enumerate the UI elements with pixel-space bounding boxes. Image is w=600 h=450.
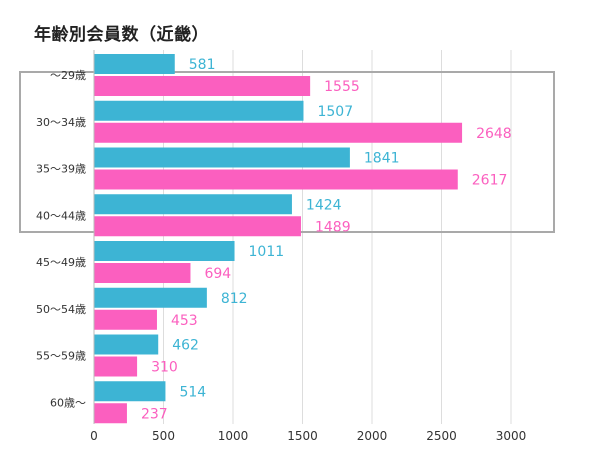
- x-tick-label: 2000: [357, 429, 388, 443]
- bar: [94, 334, 159, 355]
- data-label: 1489: [315, 219, 351, 235]
- data-label: 514: [179, 384, 206, 400]
- y-tick-label: 45〜49歳: [36, 256, 86, 269]
- bar: [94, 287, 207, 308]
- y-tick-label: 60歳〜: [50, 396, 86, 409]
- bar: [94, 263, 191, 283]
- y-tick-label: 35〜39歳: [36, 163, 86, 176]
- bar: [94, 122, 463, 143]
- x-tick-label: 3000: [496, 429, 527, 443]
- data-label: 694: [204, 266, 231, 282]
- y-tick-label: 30〜34歳: [36, 116, 86, 129]
- data-label: 2617: [472, 173, 508, 189]
- data-label: 1555: [324, 79, 360, 95]
- bar: [94, 356, 138, 377]
- data-label: 1011: [249, 244, 285, 260]
- bar: [94, 194, 292, 215]
- x-tick-label: 500: [152, 429, 175, 443]
- data-label: 1424: [306, 197, 342, 213]
- x-tick-label: 2500: [426, 429, 457, 443]
- bar: [94, 54, 175, 74]
- bar: [94, 100, 304, 121]
- bar: [94, 241, 235, 261]
- data-label: 462: [172, 338, 199, 354]
- x-tick-label: 0: [90, 429, 98, 443]
- bar: [94, 147, 350, 168]
- data-label: 453: [171, 313, 198, 329]
- y-tick-label: 40〜44歳: [36, 209, 86, 222]
- bar: [94, 381, 166, 402]
- bar: [94, 309, 157, 330]
- data-label: 310: [151, 360, 178, 376]
- data-label: 237: [141, 406, 168, 422]
- data-label: 1507: [317, 104, 353, 120]
- data-label: 2648: [476, 126, 512, 142]
- x-tick-label: 1500: [287, 429, 318, 443]
- y-tick-label: 50〜54歳: [36, 303, 86, 316]
- x-tick-label: 1000: [218, 429, 249, 443]
- data-label: 812: [221, 291, 248, 307]
- bar: [94, 76, 311, 96]
- data-label: 1841: [364, 151, 400, 167]
- chart-title: 年齢別会員数（近畿）: [34, 25, 209, 45]
- y-tick-label: 55〜59歳: [36, 350, 86, 363]
- bar: [94, 169, 458, 190]
- bar: [94, 216, 301, 237]
- bar: [94, 403, 127, 424]
- data-label: 581: [189, 57, 216, 73]
- y-tick-label: 〜29歳: [50, 69, 86, 82]
